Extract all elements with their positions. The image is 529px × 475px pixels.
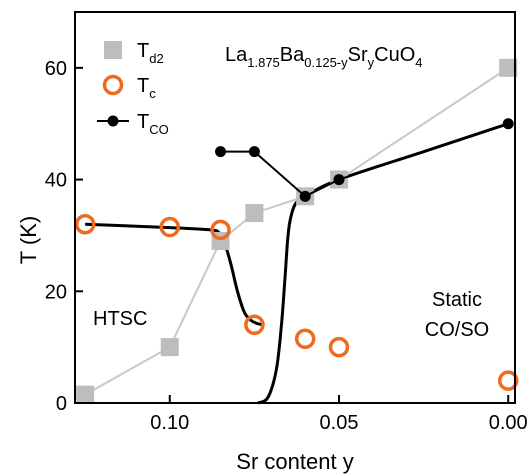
data-point-tc xyxy=(210,219,231,241)
x-axis-title: Sr content y xyxy=(236,449,353,474)
htsc-region-label: HTSC xyxy=(93,308,147,330)
static-region-label-line2: CO/SO xyxy=(425,319,489,341)
data-point-tc xyxy=(244,314,265,336)
series-layer xyxy=(74,58,519,404)
legend-label-td2: Td2 xyxy=(137,40,164,66)
data-point-tco xyxy=(248,146,260,158)
y-tick-label: 60 xyxy=(45,58,67,80)
data-point-td2 xyxy=(245,204,264,223)
data-point-tco xyxy=(215,146,227,158)
legend: Td2 Tc TCO xyxy=(97,40,169,137)
x-tick-label: 0.10 xyxy=(150,412,189,434)
y-tick-label: 40 xyxy=(45,170,67,192)
series-line-tco xyxy=(220,122,509,198)
y-tick-label: 0 xyxy=(56,393,67,415)
compound-formula: La1.875Ba0.125-ySryCuO4 xyxy=(225,44,423,70)
data-point-tc xyxy=(497,370,519,391)
plot-frame xyxy=(74,11,516,404)
legend-label-tc: Tc xyxy=(137,75,156,101)
data-point-tc xyxy=(159,216,181,238)
data-point-tc xyxy=(74,214,96,235)
legend-label-tco: TCO xyxy=(137,111,169,137)
static-region-label-line1: Static xyxy=(432,289,482,311)
data-point-tco xyxy=(299,190,311,202)
y-tick-label: 20 xyxy=(45,281,67,303)
legend-marker-td2 xyxy=(104,41,122,59)
axis-tick-labels: 0.10 0.05 0.00 0 20 40 60 xyxy=(45,58,528,434)
data-point-tco xyxy=(333,174,345,186)
guide-curve xyxy=(85,222,265,327)
curves-layer xyxy=(85,122,509,405)
x-tick-label: 0.05 xyxy=(320,412,359,434)
data-point-tco xyxy=(502,118,514,130)
axis-ticks xyxy=(75,66,510,404)
data-point-tc xyxy=(294,328,316,350)
legend-marker-tc xyxy=(102,74,124,96)
data-point-td2 xyxy=(76,385,95,404)
y-axis-title: T (K) xyxy=(16,216,41,264)
data-point-td2 xyxy=(160,338,179,357)
data-point-td2 xyxy=(499,58,518,77)
legend-marker-tco xyxy=(107,115,119,127)
data-point-tc xyxy=(328,336,350,358)
x-tick-label: 0.00 xyxy=(489,412,528,434)
